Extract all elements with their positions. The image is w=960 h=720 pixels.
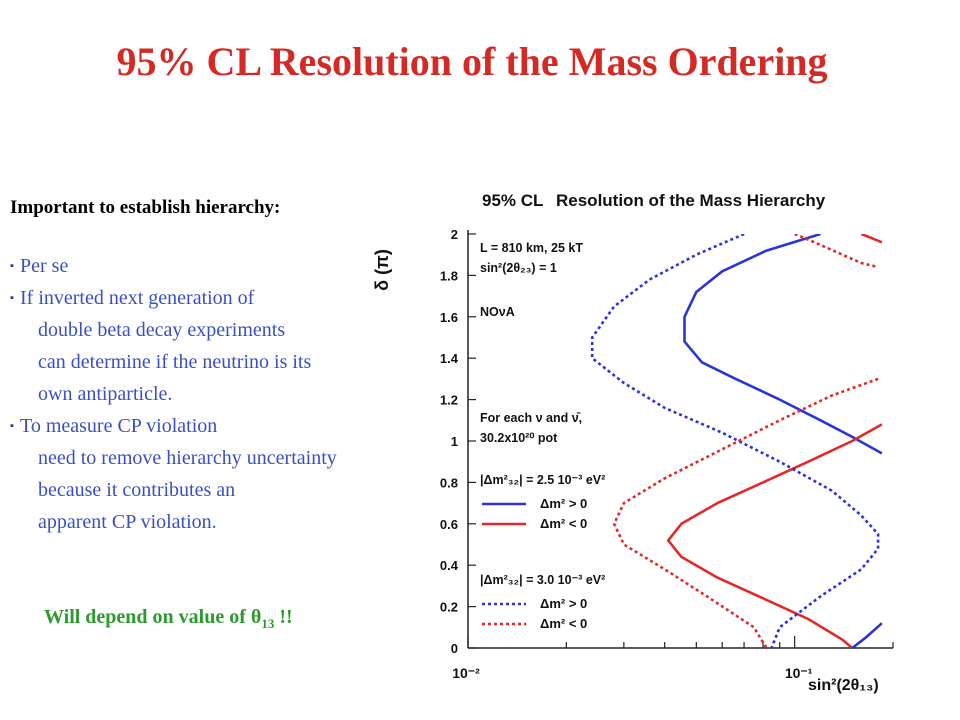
theta13-note: Will depend on value of θ13 !! — [44, 606, 293, 632]
chart-annotation: |Δm²₃₂| = 2.5 10⁻³ eV² — [480, 473, 605, 487]
series-line — [683, 234, 883, 455]
bullet-continuation: need to remove hierarchy uncertainty — [10, 442, 440, 474]
chart-annotation: 30.2x10²⁰ pot — [480, 431, 558, 445]
bullet-text: apparent CP violation. — [38, 511, 217, 533]
bullet-text: can determine if the neutrino is its — [38, 351, 312, 373]
legend-label: Δm² < 0 — [540, 516, 587, 531]
bullet-continuation: can determine if the neutrino is its — [10, 346, 440, 378]
bullet-marker: ▪ — [10, 292, 14, 304]
y-tick-label: 0.8 — [440, 475, 458, 490]
x-tick-label: 10⁻² — [452, 665, 480, 681]
chart-annotation: L = 810 km, 25 kT — [480, 241, 583, 255]
bullet-text: because it contributes an — [38, 479, 236, 501]
bullet-text: Per se — [20, 255, 69, 277]
series-line — [666, 423, 883, 648]
bullet-item: ▪ Per se — [10, 250, 440, 282]
series-line — [851, 622, 883, 648]
y-tick-label: 1.6 — [440, 310, 458, 325]
series-line — [590, 234, 880, 648]
legend-label: Δm² < 0 — [540, 616, 587, 631]
series-line — [794, 234, 879, 269]
plot-area: 0 0.2 0.4 0.6 0.8 1 1.2 1.4 1.6 1.8 2 10⁻² 10⁻¹ L = 8… — [440, 227, 894, 681]
bullet-continuation: double beta decay experiments — [10, 314, 440, 346]
bullet-marker: ▪ — [10, 260, 14, 272]
legend-label: Δm² > 0 — [540, 596, 587, 611]
note-suffix: !! — [274, 606, 293, 628]
bullet-item: ▪ If inverted next generation of — [10, 282, 440, 314]
bullet-list: Important to establish hierarchy: ▪ Per s… — [10, 192, 440, 538]
bullet-text: If inverted next generation of — [20, 287, 255, 309]
bullet-text: double beta decay experiments — [38, 319, 286, 341]
series-line — [612, 377, 879, 648]
chart-ylabel: δ (π) — [372, 249, 392, 291]
note-prefix: Will depend on value of — [44, 606, 251, 628]
y-tick-label: 1.8 — [440, 268, 458, 283]
bullet-continuation: apparent CP violation. — [10, 506, 440, 538]
slide-title: 95% CL Resolution of the Mass Ordering — [116, 39, 828, 84]
y-tick-label: 0.2 — [440, 600, 458, 615]
y-tick-label: 1.2 — [440, 393, 458, 408]
chart-title: Resolution of the Mass Hierarchy — [556, 191, 826, 210]
chart-title-prefix: 95% CL — [482, 191, 543, 210]
bullet-items: ▪ Per se ▪ If inverted next generation of do… — [10, 250, 440, 538]
bullet-text: need to remove hierarchy uncertainty — [38, 447, 337, 469]
y-tick-label: 0.6 — [440, 517, 458, 532]
note-theta: θ — [250, 606, 262, 628]
bullet-continuation: because it contributes an — [10, 474, 440, 506]
chart-annotation: For each ν and ν̄, — [480, 411, 582, 425]
note-subscript: 13 — [261, 616, 275, 631]
y-tick-label: 0 — [451, 641, 458, 656]
bullet-item: ▪ To measure CP violation — [10, 410, 440, 442]
legend-label: Δm² > 0 — [540, 496, 587, 511]
x-tick-label: 10⁻¹ — [785, 665, 813, 681]
y-tick-label: 2 — [451, 227, 458, 242]
bullet-text: To measure CP violation — [20, 415, 218, 437]
chart-annotation: |Δm²₃₂| = 3.0 10⁻³ eV² — [480, 573, 605, 587]
y-tick-label: 0.4 — [440, 558, 459, 573]
bullet-marker: ▪ — [10, 420, 14, 432]
bullet-heading: Important to establish hierarchy: — [10, 197, 281, 218]
chart-annotation: NOνA — [480, 305, 515, 319]
series-line — [860, 234, 883, 244]
y-tick-label: 1 — [451, 434, 458, 449]
chart-annotation: sin²(2θ₂₃) = 1 — [480, 261, 557, 275]
chart-xlabel: sin²(2θ₁₃) — [808, 677, 879, 694]
y-tick-label: 1.4 — [440, 351, 459, 366]
bullet-text: own antiparticle. — [38, 383, 173, 405]
bullet-continuation: own antiparticle. — [10, 378, 440, 410]
